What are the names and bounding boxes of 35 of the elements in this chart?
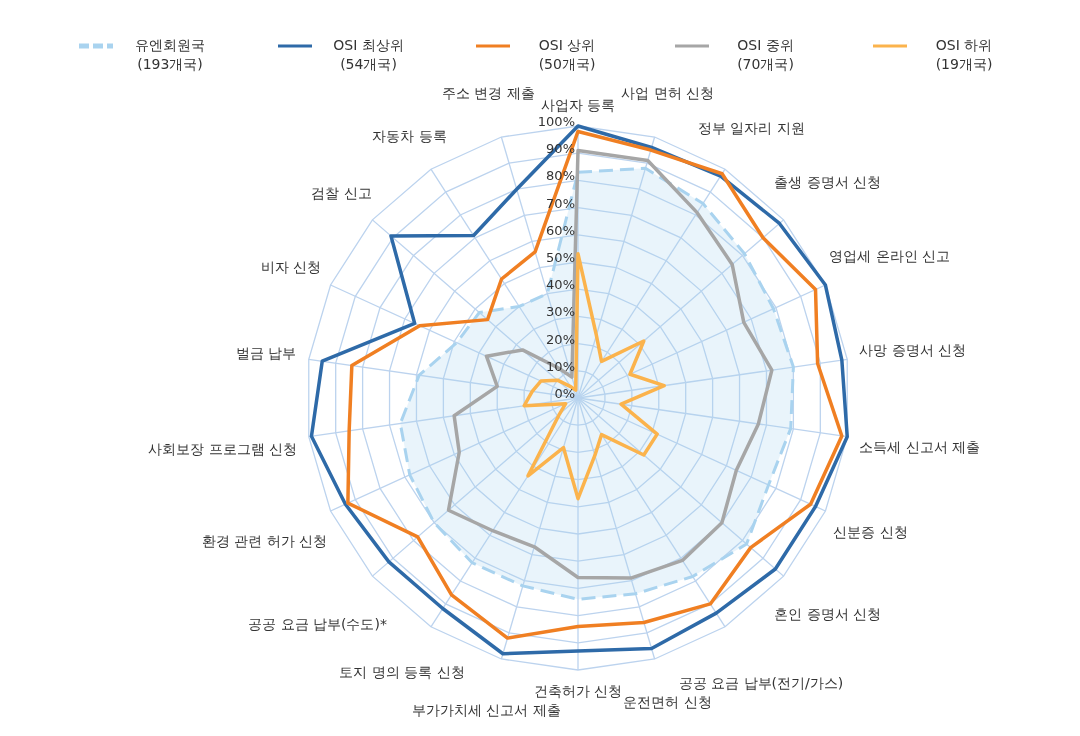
y-tick-label: 20% [546, 331, 575, 347]
legend-label: OSI 중위 (70개국) [736, 36, 795, 74]
spoke-label: 혼인 증명서 신청 [774, 606, 882, 623]
y-tick-label: 50% [546, 250, 575, 265]
y-tick-label: 40% [546, 277, 575, 293]
spoke-label: 벌금 납부 [235, 345, 297, 362]
y-tick-label: 10% [546, 358, 575, 374]
spoke-label: 건축허가 신청 [533, 683, 623, 699]
spoke-label: 검찰 신고 [311, 185, 372, 202]
legend-label: OSI 최상위 (54개국) [332, 36, 405, 74]
spoke-label: 비자 신청 [261, 259, 322, 276]
y-tick-label: 30% [546, 304, 575, 320]
spoke-label: 출생 증명서 신청 [774, 173, 882, 190]
spoke-label: 공공 요금 납부(수도)* [248, 615, 387, 632]
legend-label: 유엔회원국 (193개국) [134, 36, 206, 74]
spoke-label: 사망 증명서 신청 [859, 341, 967, 358]
spoke-label: 정부 일자리 지원 [697, 120, 805, 137]
spoke-label: 주소 변경 제출 [442, 85, 535, 102]
spoke-label: 토지 명의 등록 신청 [339, 663, 465, 680]
spoke-label: 사업자 등록 [540, 97, 616, 113]
spoke-label: 부가가치세 신고서 제출 [411, 702, 561, 719]
legend-label: OSI 상위 (50개국) [537, 36, 597, 74]
spoke-label: 영업세 온라인 신고 [829, 247, 951, 264]
spoke-label: 자동차 등록 [372, 127, 447, 144]
y-tick-label: 0% [554, 386, 575, 401]
spoke-label: 사업 면허 신청 [621, 85, 714, 102]
y-tick-label: 100% [537, 114, 575, 129]
spoke-label: 사회보장 프로그램 신청 [148, 441, 298, 458]
spoke-label: 환경 관련 허가 신청 [201, 533, 328, 550]
y-tick-label: 60% [546, 222, 575, 238]
spoke-label: 소득세 신고서 제출 [859, 439, 981, 456]
spoke-label: 신분증 신청 [833, 523, 908, 540]
legend-label: OSI 하위 (19개국) [934, 36, 994, 74]
spoke-label: 운전면허 신청 [623, 694, 712, 711]
spoke-label: 공공 요금 납부(전기/가스) [678, 674, 844, 691]
